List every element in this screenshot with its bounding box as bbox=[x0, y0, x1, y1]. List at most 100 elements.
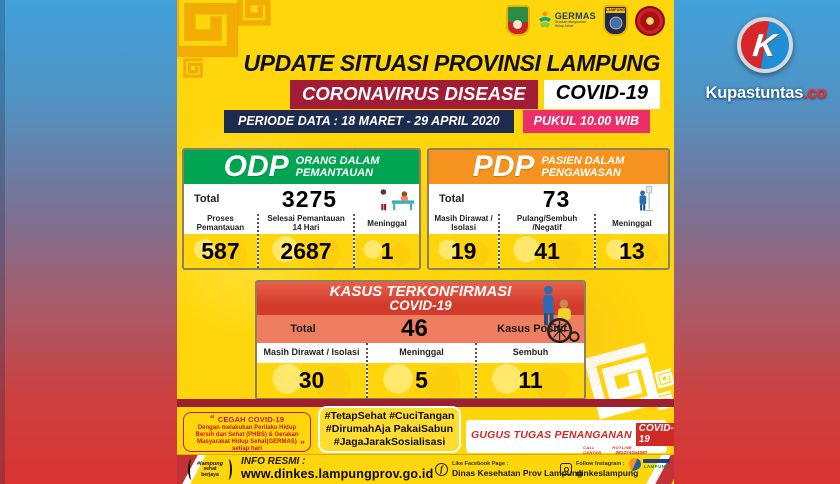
instagram-info: Follow Instagram : dinkeslampung bbox=[560, 461, 638, 478]
polda-lampung-logo: LAMPUNG bbox=[603, 5, 628, 36]
polda-banner-text: LAMPUNG bbox=[606, 8, 626, 13]
germas-figure-icon bbox=[538, 11, 551, 28]
cegah-title: CEGAH COVID-19 bbox=[217, 415, 285, 424]
partner-wordmark bbox=[643, 458, 670, 464]
pdp-name-line2: PENGAWASAN bbox=[541, 167, 621, 179]
kasus-col-label: Sembuh bbox=[477, 343, 584, 363]
campaign-line: #lampung bbox=[197, 460, 223, 467]
covid19-banner: COVID-19 bbox=[543, 80, 660, 109]
patient-iv-pole-icon bbox=[622, 185, 668, 213]
kasus-col-value: 11 bbox=[477, 363, 584, 398]
germas-logo: GERMAS Gerakan Masyarakat Hidup Sehat bbox=[537, 11, 596, 31]
odp-col-proses: Proses Pemantauan 587 bbox=[184, 214, 257, 268]
coronavirus-disease-banner: CORONAVIRUS DISEASE bbox=[290, 80, 538, 109]
campaign-line: berjaya bbox=[201, 471, 219, 478]
odp-col-selesai: Selesai Pemantauan 14 Hari 2687 bbox=[256, 214, 354, 268]
instagram-handle: dinkeslampung bbox=[576, 467, 639, 478]
odp-abbr: ODP bbox=[223, 150, 289, 183]
gugus-title: GUGUS TUGAS PENANGANAN bbox=[471, 428, 632, 441]
odp-col-value: 1 bbox=[355, 234, 419, 268]
greek-key-motif bbox=[654, 368, 674, 389]
kupastuntas-logo: K bbox=[737, 17, 793, 73]
greek-key-motif bbox=[183, 58, 203, 78]
kupastuntas-k-icon: K bbox=[751, 27, 779, 63]
odp-panel: ODP ORANG DALAM PEMANTAUAN Total 3275 bbox=[182, 148, 421, 270]
pdp-abbr: PDP bbox=[472, 150, 535, 183]
kasus-header: KASUS TERKONFIRMASI COVID-19 bbox=[257, 282, 584, 315]
kasus-col-value: 30 bbox=[257, 363, 366, 398]
odp-col-value: 2687 bbox=[258, 234, 354, 268]
odp-col-label: Proses Pemantauan bbox=[184, 214, 257, 234]
pdp-columns: Masih Dirawat / Isolasi 19 Pulang/Sembuh… bbox=[429, 214, 668, 268]
kasus-col-label: Masih Dirawat / Isolasi bbox=[257, 343, 366, 363]
facebook-page-name: Dinas Kesehatan Prov Lampung bbox=[452, 467, 583, 478]
kasus-col-sembuh: Sembuh 11 bbox=[475, 343, 584, 398]
pdp-total-label: Total bbox=[439, 193, 465, 205]
doctor-patient-icon bbox=[373, 186, 419, 212]
greek-key-motif bbox=[583, 342, 661, 420]
partner-region-text: LAMPUNG bbox=[643, 464, 670, 470]
page-title: UPDATE SITUASI PROVINSI LAMPUNG bbox=[243, 50, 660, 76]
pdp-col-label: Pulang/Sembuh /Negatif bbox=[500, 214, 594, 234]
facebook-icon: f bbox=[435, 462, 448, 476]
odp-col-value: 587 bbox=[184, 234, 257, 268]
close-quote-icon: ” bbox=[300, 440, 305, 451]
hashtag-line: #TetapSehat #CuciTangan bbox=[324, 409, 455, 422]
time-banner: PUKUL 10.00 WIB bbox=[522, 110, 650, 133]
kasus-total-label: Total bbox=[290, 323, 316, 335]
partner-bird-icon bbox=[627, 456, 643, 472]
pdp-col-meninggal: Meninggal 13 bbox=[593, 214, 668, 268]
hashtag-line: #JagaJarakSosialisasi bbox=[333, 436, 446, 449]
hashtag-line: #DirumahAja PakaiSabun bbox=[325, 422, 454, 435]
kasus-col-dirawat: Masih Dirawat / Isolasi 30 bbox=[257, 343, 366, 398]
pdp-col-dirawat: Masih Dirawat / Isolasi 19 bbox=[429, 214, 499, 268]
germas-tagline: Gerakan Masyarakat Hidup Sehat bbox=[554, 20, 586, 28]
cegah-covid-box: “ CEGAH COVID-19 Dengan melakukan Perila… bbox=[183, 412, 311, 452]
kasus-columns: Masih Dirawat / Isolasi 30 Meninggal 5 S… bbox=[257, 343, 584, 398]
agency-logos: GERMAS Gerakan Masyarakat Hidup Sehat LA… bbox=[505, 5, 665, 36]
odp-total-row: Total 3275 bbox=[184, 184, 419, 214]
hotline-label: HOTLINE bbox=[612, 445, 632, 450]
kasus-total-value: 46 bbox=[401, 315, 428, 342]
kasus-terkonfirmasi-panel: KASUS TERKONFIRMASI COVID-19 Total 46 Ka… bbox=[255, 280, 586, 400]
lampung-government-crest-logo bbox=[505, 5, 530, 36]
pdp-total-row: Total 73 bbox=[429, 184, 668, 214]
kupastuntas-wordmark: Kupastuntas.co bbox=[695, 84, 837, 103]
gugus-tugas-box: GUGUS TUGAS PENANGANAN COVID-19 PROVINSI… bbox=[466, 420, 674, 466]
odp-name-line1: ORANG DALAM bbox=[295, 154, 380, 167]
call-center-label: CALL CENTER bbox=[583, 445, 602, 455]
pdp-col-label: Masih Dirawat / Isolasi bbox=[429, 214, 499, 234]
pdp-col-value: 19 bbox=[429, 234, 499, 268]
pdp-col-value: 13 bbox=[595, 234, 668, 268]
kasus-col-value: 5 bbox=[368, 363, 475, 398]
instagram-icon bbox=[560, 463, 572, 476]
pdp-header: PDP PASIEN DALAM PENGAWASAN bbox=[429, 150, 668, 184]
kasus-col-meninggal: Meninggal 5 bbox=[366, 343, 475, 398]
footer-bar bbox=[177, 455, 674, 484]
pdp-col-pulang: Pulang/Sembuh /Negatif 41 bbox=[498, 214, 594, 268]
main-panel: GERMAS Gerakan Masyarakat Hidup Sehat LA… bbox=[177, 0, 674, 484]
red-divider-strip bbox=[177, 399, 674, 407]
greek-key-motif bbox=[177, 0, 239, 58]
official-website-url: www.dinkes.lampungprov.go.id bbox=[241, 467, 434, 481]
partner-logo: LAMPUNG bbox=[627, 456, 673, 472]
odp-col-meninggal: Meninggal 1 bbox=[353, 214, 419, 268]
disease-banner-row: CORONAVIRUS DISEASE COVID-19 bbox=[290, 80, 660, 109]
odp-total-value: 3275 bbox=[281, 185, 338, 212]
pdp-name-line1: PASIEN DALAM bbox=[541, 154, 625, 167]
odp-col-label: Meninggal bbox=[355, 214, 419, 234]
left-edge-strip bbox=[0, 0, 5, 484]
laurel-leaf-icon bbox=[188, 459, 195, 480]
info-resmi-label: INFO RESMI : bbox=[241, 456, 306, 467]
odp-columns: Proses Pemantauan 587 Selesai Pemantauan… bbox=[184, 214, 419, 268]
odp-header: ODP ORANG DALAM PEMANTAUAN bbox=[184, 150, 419, 184]
kupastuntas-tld: .co bbox=[803, 84, 827, 102]
odp-col-label: Selesai Pemantauan 14 Hari bbox=[258, 214, 354, 234]
military-emblem-logo bbox=[635, 5, 665, 36]
odp-total-label: Total bbox=[194, 193, 220, 205]
period-data-banner: PERIODE DATA : 18 MARET - 29 APRIL 2020 bbox=[224, 110, 514, 133]
lampung-sehat-berjaya-logo: #lampung sehat berjaya bbox=[185, 457, 235, 482]
facebook-label: Like Facebook Page : bbox=[452, 461, 509, 467]
gugus-covid-badge: COVID-19 bbox=[635, 423, 674, 446]
